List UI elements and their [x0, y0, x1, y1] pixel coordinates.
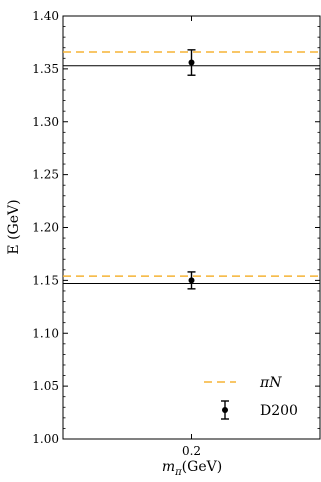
legend-d200-marker [221, 400, 229, 420]
y-tick-label: 1.40 [32, 9, 59, 23]
y-tick-label: 1.15 [32, 273, 59, 287]
y-tick-label: 1.00 [32, 432, 59, 446]
reference-lines [63, 65, 320, 285]
y-tick-label: 1.30 [32, 115, 59, 129]
x-axis-label: mπ(GeV) [162, 459, 222, 478]
legend-d200-label: D200 [260, 403, 298, 419]
y-tick-label: 1.35 [32, 62, 59, 76]
y-axis: 1.00 1.05 1.10 1.15 1.20 1.25 1.30 1.35 1.40 [32, 9, 320, 446]
x-axis-label-base: m [162, 459, 175, 475]
legend-pi-n-label-n: N [268, 375, 282, 391]
x-axis: 0.2 [182, 16, 201, 458]
legend-pi-n-label: πN [259, 375, 282, 391]
d200-points [187, 49, 196, 290]
y-tick-label: 1.10 [32, 326, 59, 340]
y-tick-label: 1.05 [32, 379, 59, 393]
d200-point [187, 271, 196, 290]
d200-point [187, 49, 196, 76]
pi-n-threshold-lines [63, 51, 320, 277]
x-axis-label-unit: (GeV) [182, 459, 223, 475]
legend-pi-n-label-pi: π [259, 375, 270, 391]
data-point [188, 277, 195, 284]
data-point [188, 59, 195, 66]
y-tick-label: 1.25 [32, 168, 59, 182]
x-axis-label-subscript: π [174, 467, 182, 478]
y-axis-label: E (GeV) [6, 199, 22, 254]
y-tick-label: 1.20 [32, 221, 59, 235]
legend: πN D200 [204, 375, 298, 420]
x-tick-label: 0.2 [182, 444, 201, 458]
